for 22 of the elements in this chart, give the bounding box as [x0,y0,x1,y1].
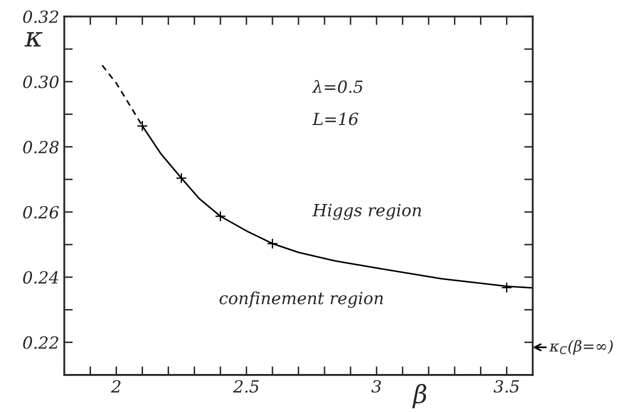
x-tick-label: 3.5 [494,380,519,393]
text: κ$_{C}$(β=∞) [549,340,613,355]
y-tick-label: 0.32 [23,10,58,24]
point [501,282,512,294]
y-tick-label: 0.30 [23,76,59,88]
x-axis-title: β [412,384,426,408]
x-tick-label: 3 [371,380,381,393]
y-tick-label: 0.28 [23,140,59,154]
y-axis-title: κ [24,32,43,47]
annotation: confinement region [220,291,383,308]
point [176,172,187,184]
point [266,238,278,250]
x-tick-label: 2 [110,380,120,392]
x-tick-label: 2.5 [233,380,259,393]
annotation: λ=0.5 [312,80,363,94]
y-tick-label: 0.26 [23,206,59,219]
y-tick-label: 0.24 [23,271,58,284]
point [136,120,148,132]
annotation: Higgs region [312,204,422,220]
y-tick-label: 0.22 [23,336,58,349]
annotation: L=16 [312,112,358,126]
point [214,210,226,222]
